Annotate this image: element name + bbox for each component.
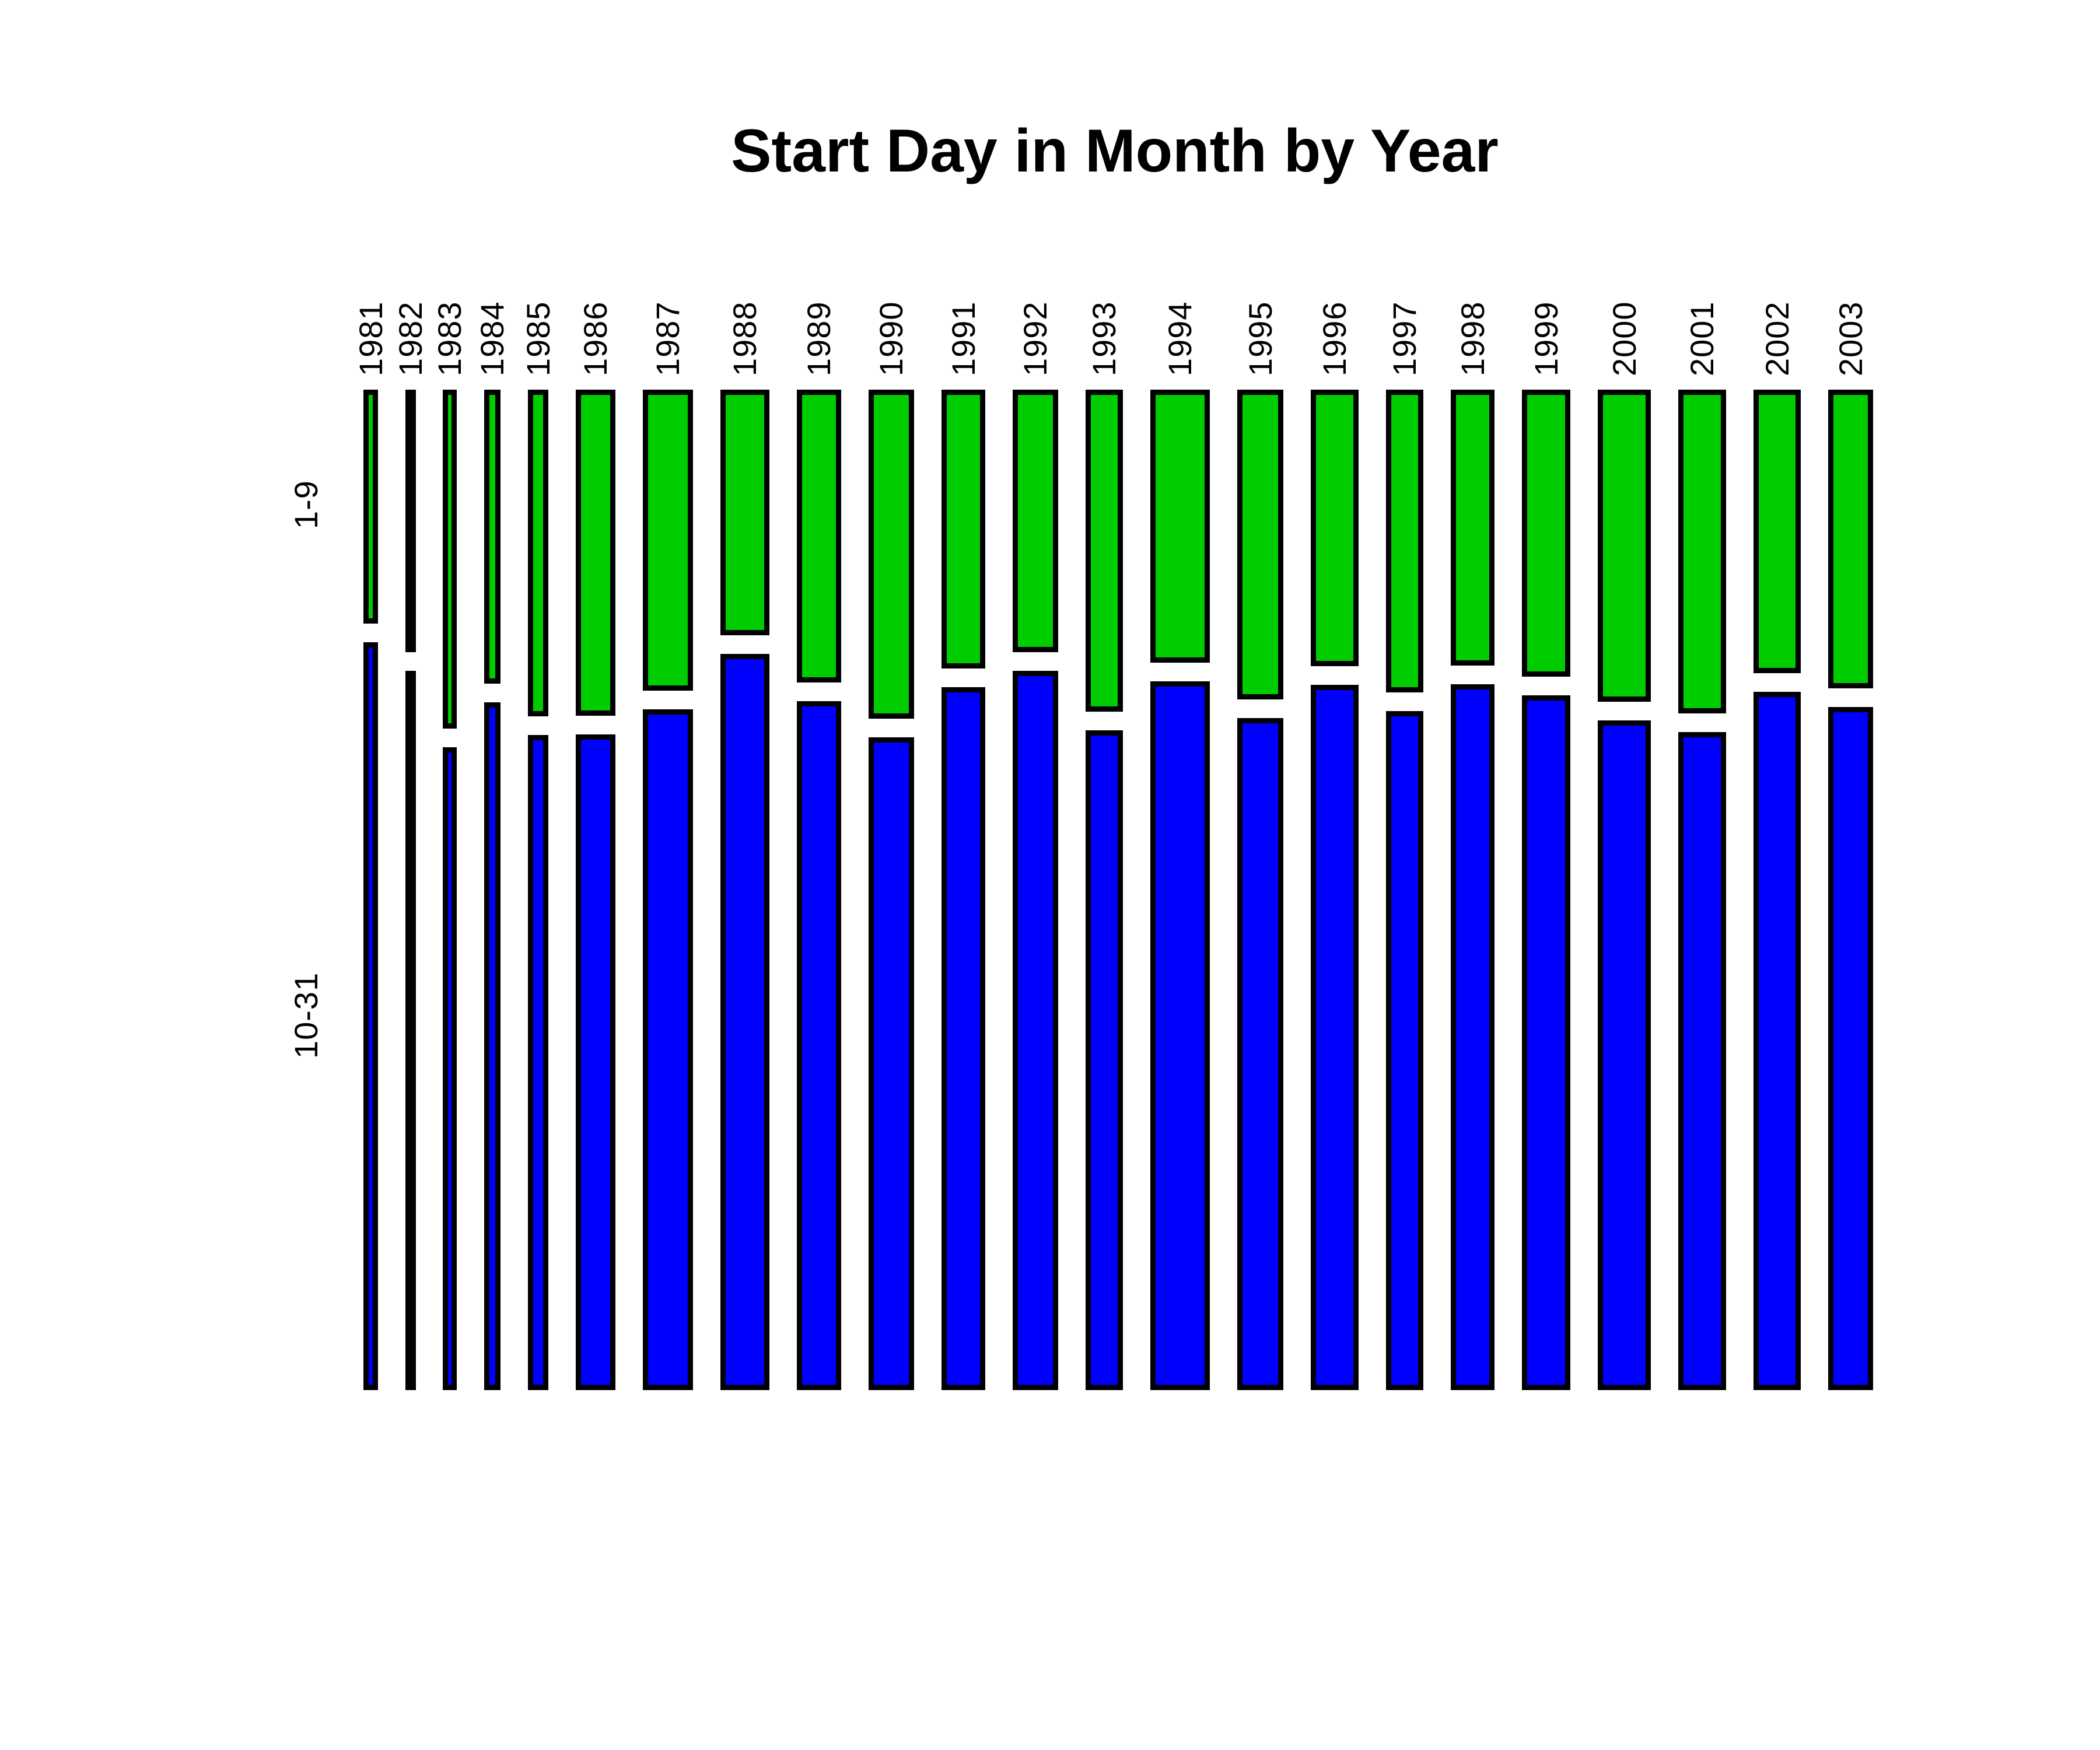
bar-segment-1994-1-9	[1150, 390, 1210, 663]
bar-segment-1988-1-9	[720, 390, 769, 635]
x-tick-label-1988: 1988	[726, 301, 763, 376]
x-tick-label-1986: 1986	[577, 301, 614, 376]
x-tick-label-1997: 1997	[1386, 301, 1423, 376]
bar-segment-1984-10-31	[484, 702, 501, 1390]
x-tick-label-1985: 1985	[519, 301, 556, 376]
bar-segment-1995-1-9	[1237, 390, 1283, 699]
chart-title: Start Day in Month by Year	[731, 117, 1499, 185]
x-tick-label-1981: 1981	[352, 301, 389, 376]
bar-segment-1990-10-31	[869, 737, 914, 1390]
x-tick-label-2002: 2002	[1758, 301, 1796, 376]
bar-segment-2000-1-9	[1598, 390, 1651, 702]
bar-segment-1987-10-31	[643, 709, 693, 1390]
bar-segment-1982-1-9	[405, 390, 416, 652]
bar-segment-1991-1-9	[942, 390, 985, 668]
bar-segment-1986-10-31	[576, 734, 615, 1390]
bar-segment-2003-1-9	[1828, 390, 1873, 688]
x-tick-label-1995: 1995	[1241, 301, 1279, 376]
bar-segment-1981-10-31	[363, 642, 378, 1390]
bar-segment-1992-1-9	[1013, 390, 1058, 652]
bar-segment-1994-10-31	[1150, 681, 1210, 1390]
x-tick-label-2000: 2000	[1605, 301, 1643, 376]
bar-segment-1983-1-9	[443, 390, 457, 729]
bar-segment-2001-10-31	[1678, 732, 1726, 1390]
bar-segment-1999-1-9	[1522, 390, 1570, 677]
x-tick-label-1998: 1998	[1454, 301, 1491, 376]
y-axis-label-10-31: 10-31	[288, 972, 324, 1059]
bar-segment-1985-1-9	[528, 390, 548, 716]
x-tick-label-2001: 2001	[1684, 301, 1720, 376]
bar-segment-1993-10-31	[1086, 730, 1123, 1390]
x-tick-label-1999: 1999	[1527, 301, 1564, 376]
bar-segment-1992-10-31	[1013, 671, 1058, 1390]
bar-segment-1983-10-31	[443, 747, 457, 1390]
bar-segment-2003-10-31	[1828, 707, 1873, 1390]
x-tick-label-1993: 1993	[1086, 301, 1122, 376]
bar-segment-1998-10-31	[1451, 684, 1494, 1390]
bar-segment-1996-1-9	[1311, 390, 1359, 666]
bar-segment-1997-10-31	[1386, 711, 1423, 1390]
y-axis-label-1-9: 1-9	[288, 480, 324, 529]
bar-segment-1998-1-9	[1451, 390, 1494, 666]
bar-segment-1997-1-9	[1386, 390, 1423, 692]
x-tick-label-1991: 1991	[944, 301, 982, 376]
bar-segment-2000-10-31	[1598, 720, 1651, 1390]
bar-segment-1987-1-9	[643, 390, 693, 691]
bar-segment-1981-1-9	[363, 390, 378, 624]
x-tick-label-1996: 1996	[1316, 301, 1353, 376]
bar-segment-1995-10-31	[1237, 718, 1283, 1390]
bar-segment-1989-10-31	[797, 701, 841, 1390]
bar-segment-1985-10-31	[528, 735, 548, 1390]
x-tick-label-1992: 1992	[1017, 301, 1054, 376]
bar-segment-1996-10-31	[1311, 685, 1359, 1390]
x-tick-label-1989: 1989	[800, 301, 837, 376]
bar-segment-1984-1-9	[484, 390, 501, 684]
bar-segment-1982-10-31	[405, 671, 416, 1390]
bar-segment-1986-1-9	[576, 390, 615, 716]
bar-segment-2002-10-31	[1754, 692, 1801, 1390]
bar-segment-1989-1-9	[797, 390, 841, 682]
x-tick-label-2003: 2003	[1832, 301, 1869, 376]
bar-segment-1999-10-31	[1522, 695, 1570, 1390]
x-tick-label-1994: 1994	[1161, 301, 1198, 376]
x-tick-label-1990: 1990	[873, 301, 909, 376]
x-tick-label-1982: 1982	[391, 301, 429, 376]
x-tick-label-1987: 1987	[649, 301, 686, 376]
x-tick-label-1983: 1983	[431, 301, 468, 376]
bar-segment-1990-1-9	[869, 390, 914, 719]
x-tick-label-1984: 1984	[474, 301, 510, 376]
bar-segment-1991-10-31	[942, 687, 985, 1390]
bar-segment-2001-1-9	[1678, 390, 1726, 713]
bar-segment-1988-10-31	[720, 654, 769, 1390]
bar-segment-2002-1-9	[1754, 390, 1801, 673]
bar-segment-1993-1-9	[1086, 390, 1123, 712]
